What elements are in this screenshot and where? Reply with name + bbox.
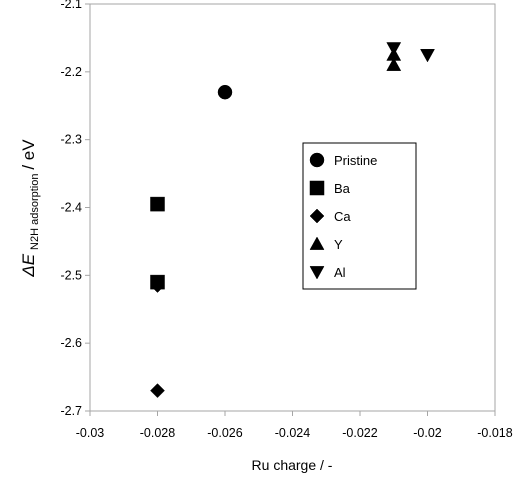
legend-label-y: Y: [334, 237, 343, 252]
y-tick-label: -2.5: [60, 268, 82, 282]
x-tick-label: -0.03: [76, 426, 105, 440]
data-point-al: [386, 42, 402, 56]
x-tick-label: -0.018: [477, 426, 512, 440]
legend-label-pristine: Pristine: [334, 153, 377, 168]
data-points: [150, 42, 435, 399]
legend-marker-y: [309, 236, 325, 250]
data-point-ca: [150, 383, 165, 399]
y-tick-label: -2.7: [60, 404, 82, 418]
x-tick-label: -0.024: [275, 426, 310, 440]
legend-label-al: Al: [334, 265, 346, 280]
x-tick-label: -0.026: [207, 426, 242, 440]
x-tick-label: -0.022: [342, 426, 377, 440]
x-tick-label: -0.02: [413, 426, 442, 440]
y-axis-title-group: ΔE N2H adsorption / eV: [19, 139, 41, 278]
y-axis-title-unit: / eV: [19, 139, 38, 170]
legend-marker-ca: [309, 208, 325, 224]
y-axis-title-main: ΔE: [19, 253, 38, 277]
y-axis-title-subscript: N2H adsorption: [29, 174, 41, 250]
y-tick-label: -2.4: [60, 201, 82, 215]
data-point-al: [420, 49, 435, 63]
y-tick-label: -2.6: [60, 336, 82, 350]
y-axis-ticks: -2.7 -2.6 -2.5 -2.4 -2.3 -2.2 -2.1: [60, 0, 90, 418]
y-tick-label: -2.3: [60, 133, 82, 147]
data-point-ba: [150, 196, 165, 212]
y-tick-label: -2.2: [60, 65, 82, 79]
data-point-pristine: [217, 84, 233, 100]
legend-label-ca: Ca: [334, 209, 351, 224]
y-tick-label: -2.1: [60, 0, 82, 11]
legend-label-ba: Ba: [334, 181, 351, 196]
legend: Pristine Ba Ca Y Al: [302, 142, 417, 290]
data-point-y: [386, 57, 402, 71]
x-tick-label: -0.028: [140, 426, 175, 440]
legend-marker-pristine: [309, 152, 325, 168]
x-axis-ticks: -0.03 -0.028 -0.026 -0.024 -0.022 -0.02 -0.018: [76, 411, 513, 440]
legend-marker-al: [309, 266, 325, 280]
y-axis-title: ΔE N2H adsorption / eV: [19, 139, 41, 278]
x-axis-title: Ru charge / -: [252, 457, 333, 473]
legend-marker-ba: [309, 180, 325, 196]
data-point-ca: [150, 278, 165, 293]
